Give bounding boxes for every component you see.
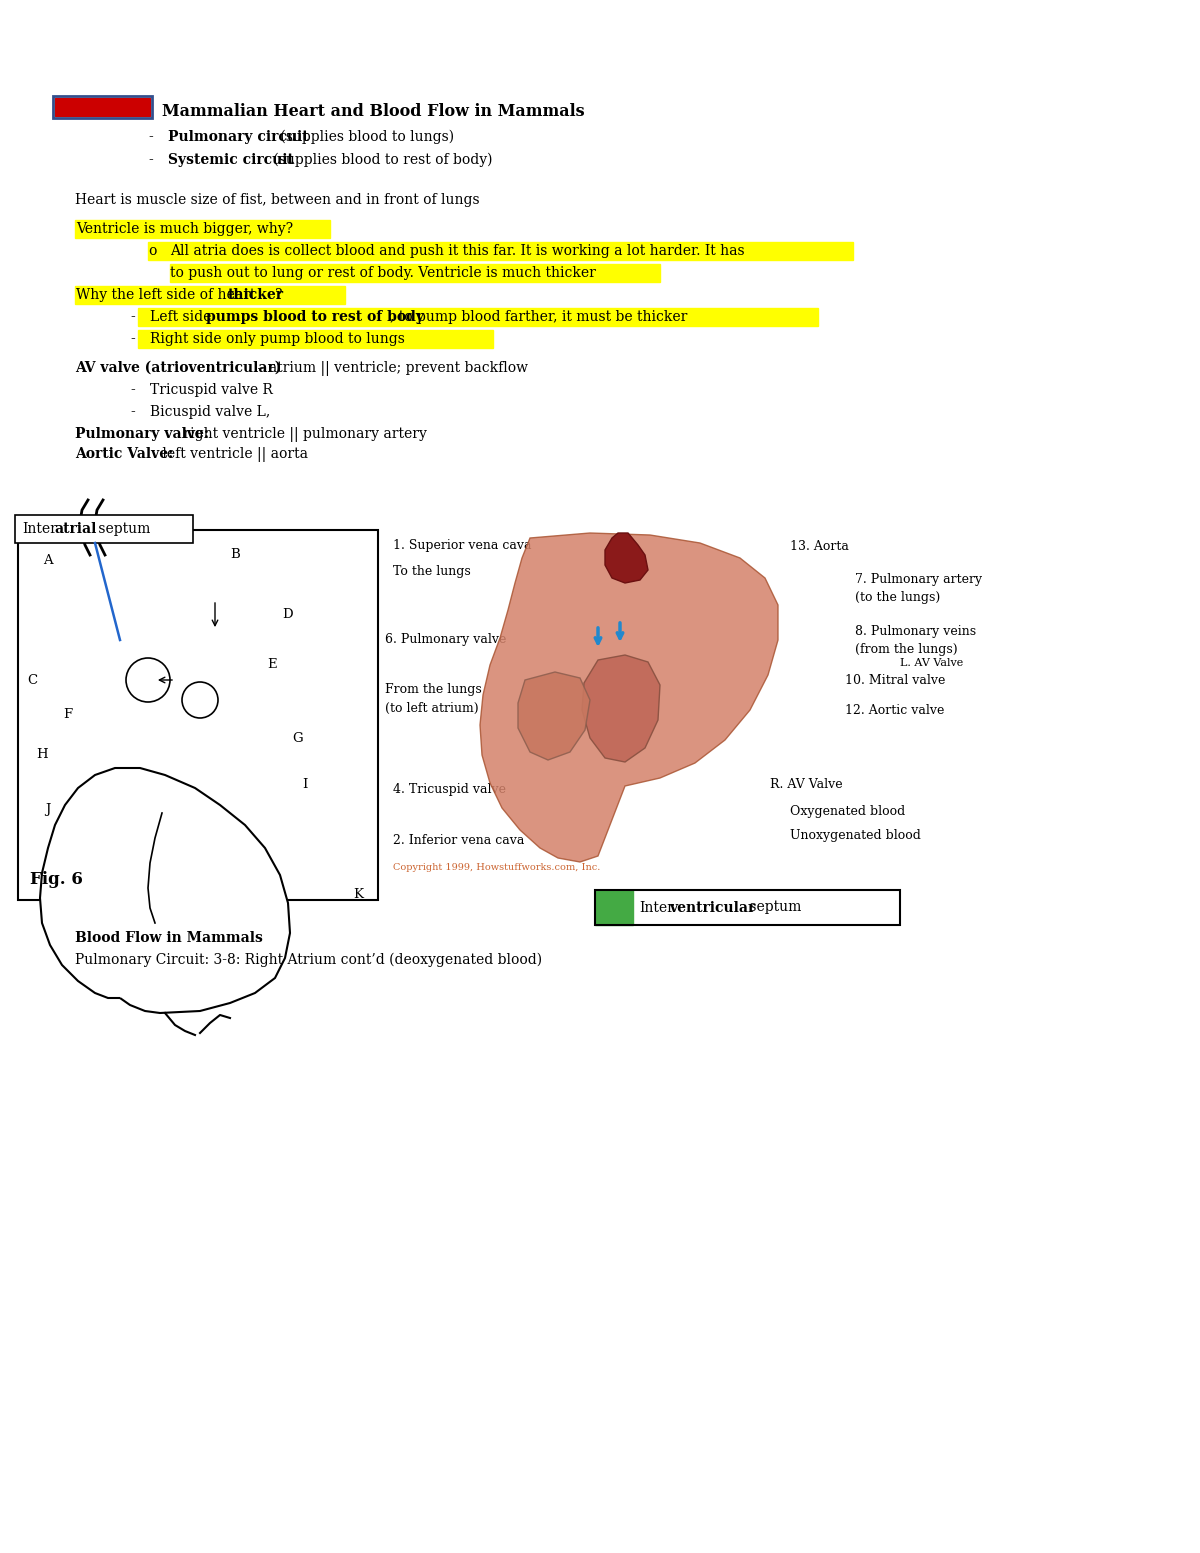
Text: thicker: thicker <box>228 287 284 301</box>
Text: C: C <box>26 674 37 686</box>
Bar <box>74 221 330 238</box>
Text: From the lungs: From the lungs <box>385 683 481 696</box>
Text: Left side: Left side <box>150 311 216 325</box>
Polygon shape <box>518 672 590 759</box>
Bar <box>138 307 818 326</box>
Text: pumps blood to rest of body: pumps blood to rest of body <box>206 311 424 325</box>
Text: Blood Flow in Mammals: Blood Flow in Mammals <box>74 930 263 944</box>
Bar <box>18 530 378 901</box>
Text: 13. Aorta: 13. Aorta <box>790 539 848 553</box>
Text: (to the lungs): (to the lungs) <box>854 592 941 604</box>
Bar <box>74 286 346 304</box>
PathPatch shape <box>40 769 290 1013</box>
Text: Systemic circuit: Systemic circuit <box>168 154 294 168</box>
Text: ?: ? <box>275 287 282 301</box>
Text: to push out to lung or rest of body. Ventricle is much thicker: to push out to lung or rest of body. Ven… <box>170 266 596 280</box>
Bar <box>55 98 150 116</box>
Bar <box>53 96 152 118</box>
Text: Pulmonary valve:: Pulmonary valve: <box>74 427 209 441</box>
Text: (supplies blood to lungs): (supplies blood to lungs) <box>276 130 454 144</box>
Text: R. AV Valve: R. AV Valve <box>770 778 842 792</box>
Text: Right side only pump blood to lungs: Right side only pump blood to lungs <box>150 332 404 346</box>
Polygon shape <box>582 655 660 763</box>
Text: -: - <box>130 405 134 419</box>
Text: -: - <box>130 311 134 325</box>
Bar <box>170 264 660 283</box>
Text: (supplies blood to rest of body): (supplies blood to rest of body) <box>269 152 492 168</box>
Text: Inter: Inter <box>22 522 56 536</box>
Text: To the lungs: To the lungs <box>394 565 470 579</box>
Text: F: F <box>64 708 72 722</box>
Text: Oxygenated blood: Oxygenated blood <box>790 806 905 818</box>
Text: (to left atrium): (to left atrium) <box>385 702 479 714</box>
Text: septum: septum <box>745 901 802 915</box>
Polygon shape <box>605 533 648 582</box>
Text: – atrium || ventricle; prevent backflow: – atrium || ventricle; prevent backflow <box>253 360 528 376</box>
Text: Inter: Inter <box>640 901 674 915</box>
Text: atrial: atrial <box>54 522 96 536</box>
Text: 7. Pulmonary artery: 7. Pulmonary artery <box>854 573 982 587</box>
Text: Tricuspid valve R: Tricuspid valve R <box>150 384 272 398</box>
Text: -: - <box>130 384 134 398</box>
Bar <box>14 516 193 544</box>
Text: Mammalian Heart and Blood Flow in Mammals: Mammalian Heart and Blood Flow in Mammal… <box>162 104 584 121</box>
Text: 8. Pulmonary veins: 8. Pulmonary veins <box>854 626 976 638</box>
Text: All atria does is collect blood and push it this far. It is working a lot harder: All atria does is collect blood and push… <box>170 244 745 258</box>
Text: -: - <box>148 130 152 144</box>
Text: K: K <box>353 888 364 901</box>
Bar <box>148 242 853 259</box>
Text: B: B <box>230 548 240 562</box>
Text: A: A <box>43 553 53 567</box>
Text: 2. Inferior vena cava: 2. Inferior vena cava <box>394 834 524 846</box>
Text: Unoxygenated blood: Unoxygenated blood <box>790 828 920 842</box>
Text: 1. Superior vena cava: 1. Superior vena cava <box>394 539 532 553</box>
Text: L. AV Valve: L. AV Valve <box>900 658 964 668</box>
Text: septum: septum <box>94 522 150 536</box>
Bar <box>595 890 634 926</box>
Text: I: I <box>302 778 307 792</box>
Text: Pulmonary Circuit: 3-8: Right Atrium cont’d (deoxygenated blood): Pulmonary Circuit: 3-8: Right Atrium con… <box>74 954 542 968</box>
Text: 4. Tricuspid valve: 4. Tricuspid valve <box>394 784 506 797</box>
Text: Bicuspid valve L,: Bicuspid valve L, <box>150 405 270 419</box>
Text: -: - <box>130 332 134 346</box>
Text: D: D <box>283 609 293 621</box>
Text: 6. Pulmonary valve: 6. Pulmonary valve <box>385 634 506 646</box>
Text: 10. Mitral valve: 10. Mitral valve <box>845 674 946 686</box>
Bar <box>138 329 493 348</box>
Text: E: E <box>268 658 277 671</box>
Text: 12. Aortic valve: 12. Aortic valve <box>845 704 944 716</box>
Text: Pulmonary circuit: Pulmonary circuit <box>168 130 308 144</box>
Text: , to pump blood farther, it must be thicker: , to pump blood farther, it must be thic… <box>390 311 688 325</box>
Text: J: J <box>46 803 50 817</box>
Text: Aortic Valve:: Aortic Valve: <box>74 447 173 461</box>
Text: o: o <box>148 244 156 258</box>
Bar <box>595 890 900 926</box>
Text: -: - <box>148 154 152 168</box>
Text: Why the left side of heart: Why the left side of heart <box>76 287 259 301</box>
Polygon shape <box>480 533 778 862</box>
Text: ventricular: ventricular <box>670 901 755 915</box>
Text: AV valve (atrioventricular): AV valve (atrioventricular) <box>74 360 281 374</box>
Text: Heart is muscle size of fist, between and in front of lungs: Heart is muscle size of fist, between an… <box>74 193 480 207</box>
Text: Ventricle is much bigger, why?: Ventricle is much bigger, why? <box>76 222 293 236</box>
Text: Copyright 1999, Howstuffworks.com, Inc.: Copyright 1999, Howstuffworks.com, Inc. <box>394 863 600 873</box>
Text: right ventricle || pulmonary artery: right ventricle || pulmonary artery <box>179 427 427 441</box>
Text: G: G <box>293 731 304 744</box>
Text: left ventricle || aorta: left ventricle || aorta <box>158 447 308 461</box>
Text: Fig. 6: Fig. 6 <box>30 871 83 888</box>
Text: (from the lungs): (from the lungs) <box>854 643 958 657</box>
Text: H: H <box>36 749 48 761</box>
